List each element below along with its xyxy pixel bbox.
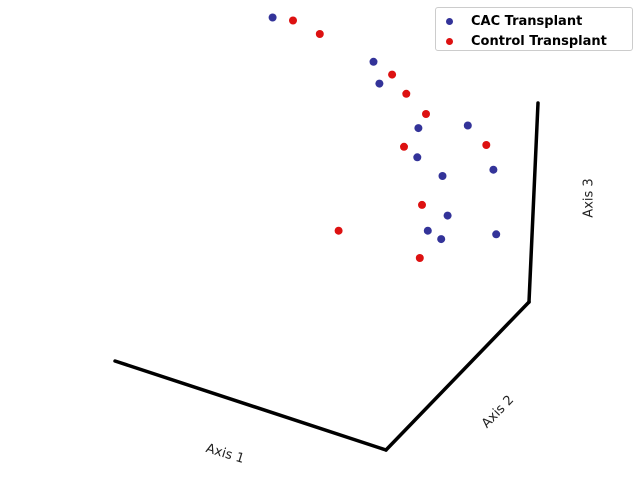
cac-transplant-point-1 bbox=[369, 57, 378, 66]
cac-transplant-point-6 bbox=[423, 226, 432, 235]
axis-2-label: Axis 2 bbox=[479, 393, 517, 432]
cac-transplant-point-3 bbox=[414, 124, 423, 133]
cac-transplant-point-0 bbox=[268, 13, 277, 22]
data-points bbox=[268, 13, 501, 262]
control-transplant-point-9 bbox=[418, 200, 426, 209]
legend-entry-cac: CAC Transplant bbox=[436, 11, 632, 31]
cac-transplant-point-5 bbox=[438, 172, 447, 180]
legend-label-cac: CAC Transplant bbox=[471, 13, 583, 29]
cac-transplant-point-2 bbox=[375, 79, 384, 88]
control-transplant-point-0 bbox=[289, 16, 297, 25]
legend-entry-control: Control Transplant bbox=[436, 31, 632, 51]
control-transplant-point-6 bbox=[400, 142, 408, 151]
cac-transplant-point-11 bbox=[492, 230, 501, 239]
control-transplant-point-8 bbox=[334, 226, 343, 235]
axis-1-label: Axis 1 bbox=[204, 441, 246, 467]
cac-transplant-point-8 bbox=[463, 121, 472, 130]
axis-2-line bbox=[384, 300, 531, 452]
legend: CAC Transplant Control Transplant bbox=[435, 7, 633, 51]
cac-transplant-point-9 bbox=[489, 165, 498, 174]
control-transplant-point-10 bbox=[415, 254, 424, 262]
cac-transplant-point-7 bbox=[437, 235, 446, 244]
control-transplant-point-4 bbox=[402, 89, 411, 98]
axis-1-line bbox=[113, 359, 388, 452]
control-transplant-point-5 bbox=[422, 110, 430, 118]
control-transplant-point-7 bbox=[482, 141, 491, 149]
axis-lines bbox=[113, 101, 540, 452]
cac-transplant-point-4 bbox=[413, 153, 422, 162]
axis-3-line bbox=[527, 101, 540, 304]
control-transplant-point-1 bbox=[315, 30, 324, 38]
cac-transplant-point-10 bbox=[443, 211, 452, 220]
legend-marker-control bbox=[446, 37, 453, 45]
axis-3-label: Axis 3 bbox=[582, 178, 597, 217]
control-transplant-point-3 bbox=[388, 70, 397, 79]
legend-marker-cac bbox=[446, 17, 453, 25]
legend-label-control: Control Transplant bbox=[471, 33, 607, 49]
